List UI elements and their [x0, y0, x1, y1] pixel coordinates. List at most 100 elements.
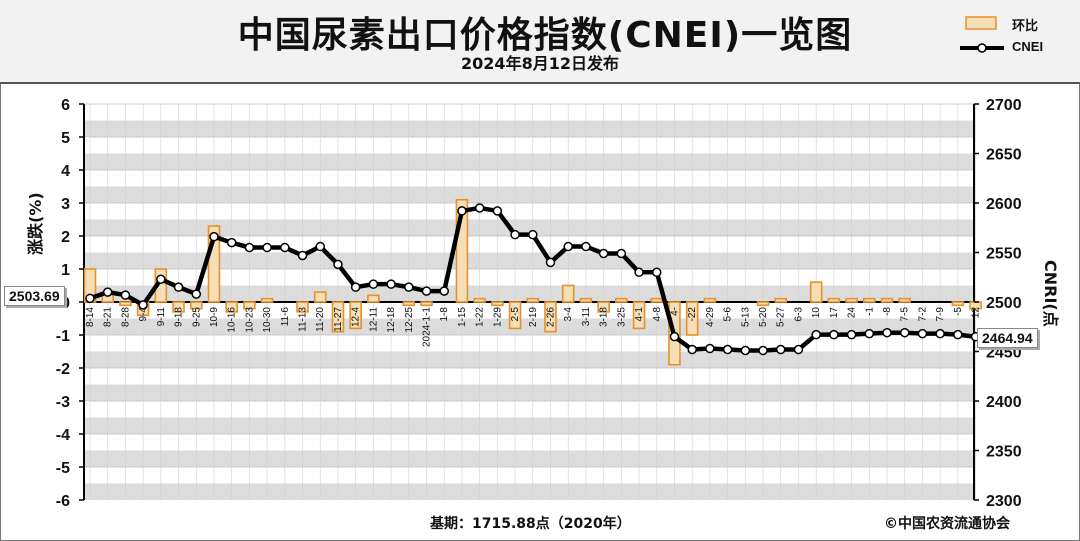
category-tick-label: 11-6	[280, 307, 291, 327]
y-axis-right-label: CNRI(点	[1041, 260, 1060, 327]
legend-item-bar: 环比	[958, 14, 1073, 34]
right-tick-label: 2700	[986, 97, 1022, 114]
cnei-point	[156, 274, 166, 284]
bar	[898, 297, 912, 303]
grid-band-dark	[84, 351, 974, 368]
category-tick-label: 12-11	[368, 307, 379, 332]
cnei-point	[439, 286, 449, 296]
cnei-point	[882, 327, 892, 338]
left-tick-label: 2	[61, 229, 70, 246]
cnei-point	[581, 241, 591, 252]
category-tick-label: 11-27	[333, 307, 344, 332]
grid-band-dark	[84, 120, 974, 137]
cnei-point	[598, 248, 609, 259]
cnei-point	[85, 293, 95, 304]
grid-bands	[84, 103, 974, 500]
left-tick-label: -6	[56, 493, 70, 510]
cnei-point	[775, 344, 786, 355]
category-tick-label: 7-9	[935, 307, 946, 322]
bar	[473, 297, 486, 303]
bar	[615, 297, 628, 303]
left-tick-label: 3	[61, 196, 70, 213]
grid-band-dark	[84, 153, 974, 170]
category-tick-label: 7-2	[917, 307, 928, 322]
bar	[774, 297, 788, 303]
grid-band-dark	[84, 483, 974, 500]
cnei-point	[634, 267, 644, 278]
cnei-point	[793, 344, 804, 355]
category-tick-label: 8-28	[120, 307, 131, 327]
bar	[579, 297, 593, 303]
cnei-point	[350, 282, 361, 292]
category-tick-label: 12-18	[386, 307, 397, 333]
grid-band-dark	[84, 285, 974, 302]
cnei-point	[209, 231, 219, 242]
cnei-point	[510, 229, 520, 240]
left-tick-label: -3	[56, 394, 70, 411]
cnei-point	[173, 282, 184, 292]
category-tick-label: -22	[687, 307, 698, 322]
grid-band-light	[84, 104, 974, 121]
cnei-point	[740, 345, 751, 356]
bar	[508, 301, 522, 330]
right-tick-label: 2600	[986, 196, 1022, 213]
category-tick-label: 3-18	[599, 307, 610, 327]
category-tick-label: 1-22	[475, 307, 486, 327]
cnei-point	[758, 345, 768, 356]
bar	[189, 301, 203, 310]
category-tick-label: 9-4	[138, 307, 149, 322]
category-tick-label: 2-5	[510, 307, 521, 322]
category-tick-label: 5-20	[758, 307, 769, 327]
category-tick-label: 3-11	[581, 307, 592, 327]
left-tick-label: -1	[56, 328, 70, 345]
category-tick-label: 1-15	[457, 307, 468, 327]
grid-band-light	[84, 368, 974, 385]
cnei-point	[528, 229, 538, 240]
bar	[260, 297, 274, 303]
bar	[420, 301, 433, 307]
category-tick-label: 10-9	[209, 307, 220, 327]
grid-band-light	[84, 170, 974, 187]
start-value-callout: 2503.69	[4, 286, 65, 306]
grid-band-dark	[84, 318, 974, 335]
grid-band-dark	[84, 384, 974, 401]
legend-line-label: CNEI	[1012, 39, 1044, 54]
bar	[491, 301, 504, 307]
bar	[172, 301, 185, 313]
cnei-point	[138, 300, 148, 310]
cnei-point	[545, 257, 556, 268]
bar	[349, 301, 362, 330]
category-tick-label: 8-14	[85, 307, 96, 327]
bar	[544, 301, 557, 333]
cnei-point	[226, 237, 237, 248]
cnei-point	[829, 329, 839, 340]
bar	[863, 297, 876, 303]
bar	[561, 284, 575, 303]
bar	[367, 294, 380, 303]
cnei-point	[457, 206, 467, 216]
category-tick-label: 24	[847, 307, 858, 319]
category-tick-label: 3-4	[563, 307, 574, 322]
category-tick-label: 8-21	[103, 307, 114, 327]
legend-bar-label: 环比	[1012, 18, 1039, 33]
left-tick-label: 6	[61, 97, 70, 114]
bar	[597, 301, 610, 313]
cnei-point	[120, 290, 131, 300]
chart-subtitle: 2024年8月12日发布	[461, 54, 619, 73]
grid-band-light	[84, 236, 974, 253]
bar	[756, 301, 770, 307]
category-tick-label: 10-16	[227, 307, 238, 333]
right-tick-label: 2650	[986, 147, 1022, 164]
cnei-point	[297, 250, 308, 261]
category-tick-label: 9-11	[156, 307, 167, 327]
bar	[827, 297, 841, 303]
cnei-point	[492, 206, 503, 216]
grid-band-dark	[84, 219, 974, 236]
category-tick-label: 4-29	[705, 307, 716, 327]
category-tick-label: 10-30	[262, 307, 273, 333]
y-axis-left-label: 涨跌(%)	[26, 192, 45, 255]
bar	[809, 281, 823, 303]
category-tick-label: 6-3	[793, 307, 804, 322]
cnei-point	[191, 289, 202, 299]
category-tick-label: 5-6	[723, 307, 734, 322]
